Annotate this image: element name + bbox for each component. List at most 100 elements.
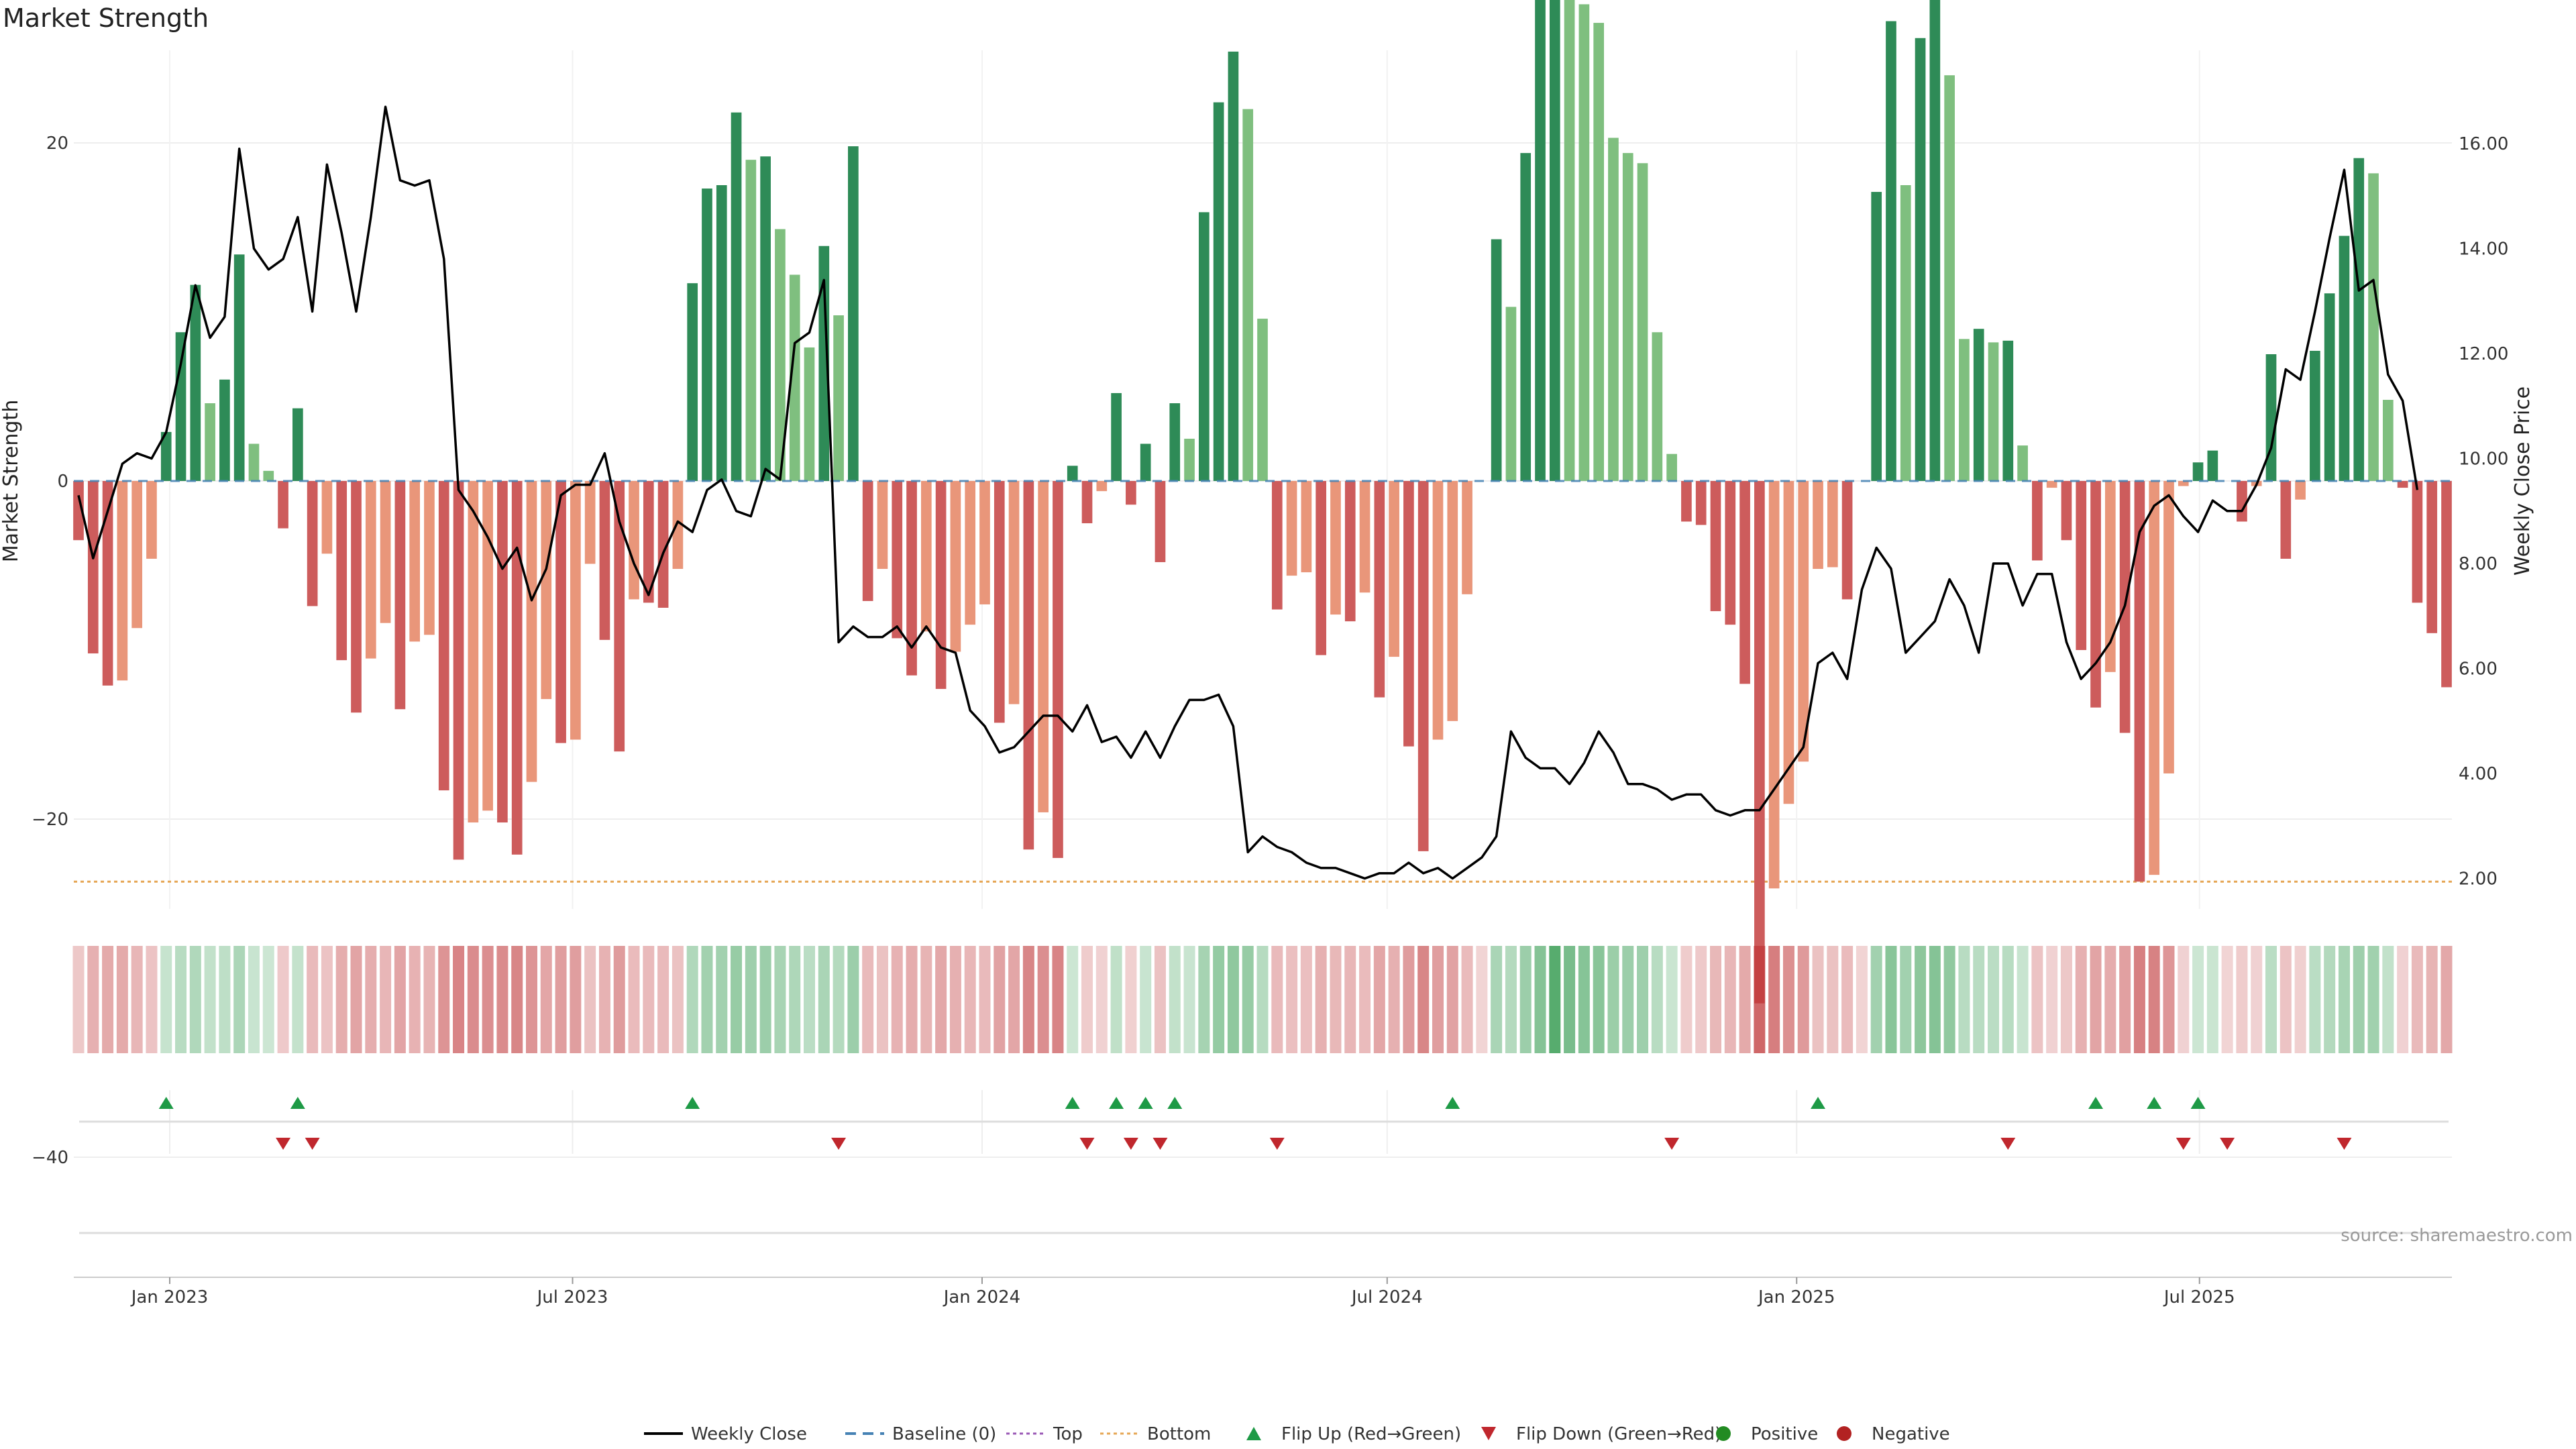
heat-cell [2265, 946, 2277, 1053]
heat-cell [423, 946, 435, 1053]
heat-cell [935, 946, 947, 1053]
heat-cell [701, 946, 713, 1053]
strength-bar [424, 481, 435, 635]
heat-cell [1183, 946, 1195, 1053]
flip-up-marker [1138, 1097, 1153, 1109]
heat-cell [2104, 946, 2116, 1053]
strength-bar [2237, 481, 2247, 522]
strength-bar [1754, 481, 1765, 1004]
flip-down-marker [305, 1138, 320, 1150]
heat-cell [438, 946, 450, 1053]
flip-down-marker [2000, 1138, 2016, 1150]
strength-bar [775, 229, 786, 481]
heat-cell [2031, 946, 2043, 1053]
strength-bar [1944, 75, 1955, 481]
strength-bar [497, 481, 508, 823]
heat-cell [1768, 946, 1780, 1053]
heat-cell [1169, 946, 1181, 1053]
heat-cell [1256, 946, 1269, 1053]
flip-down-marker [831, 1138, 847, 1150]
legend-triangle-down-icon [1481, 1427, 1496, 1440]
heat-cell [204, 946, 216, 1053]
heat-cell [1461, 946, 1473, 1053]
heat-cell [789, 946, 801, 1053]
heat-cell [146, 946, 158, 1053]
strength-bar [2295, 481, 2306, 500]
heat-cell [2279, 946, 2292, 1053]
heat-cell [657, 946, 669, 1053]
strength-bar [2149, 481, 2160, 875]
strength-bar [1301, 481, 1312, 573]
heat-cell [1476, 946, 1488, 1053]
strength-bar [1008, 481, 1020, 704]
strength-bar [1447, 481, 1458, 721]
strength-bar [818, 246, 830, 481]
flip-up-marker [2088, 1097, 2104, 1109]
strength-bar [1813, 481, 1823, 570]
heat-cell [1812, 946, 1824, 1053]
x-tick-label: Jan 2024 [943, 1287, 1021, 1307]
strength-bar [394, 481, 406, 710]
strength-bar [2353, 158, 2365, 481]
heat-cell [525, 946, 537, 1053]
heat-cell [1286, 946, 1298, 1053]
strength-heat-strip [72, 946, 2453, 1053]
heat-cell [1929, 946, 1941, 1053]
strength-bar [1081, 481, 1093, 523]
heat-cell [1330, 946, 1342, 1053]
strength-bar [1053, 481, 1063, 858]
right-axis-label: Weekly Close Price [2511, 386, 2534, 576]
strength-bar [2324, 293, 2335, 481]
strength-bar [1316, 481, 1327, 655]
heat-cell [1988, 946, 2000, 1053]
legend-label: Baseline (0) [892, 1424, 996, 1444]
heat-cell [248, 946, 260, 1053]
strength-bar [233, 254, 245, 481]
x-tick-label: Jul 2024 [1350, 1287, 1423, 1307]
strength-bar [979, 481, 990, 604]
strength-bar [833, 315, 844, 481]
strength-bar [1900, 185, 1911, 481]
heat-cell [1140, 946, 1152, 1053]
strength-bar [643, 481, 654, 603]
heat-cell [1052, 946, 1064, 1053]
strength-bar [1432, 481, 1444, 740]
legend-circle-icon [1837, 1426, 1851, 1441]
heat-cell [1081, 946, 1093, 1053]
strength-bar [599, 481, 610, 640]
heat-cell [1915, 946, 1927, 1053]
strength-bar [2090, 481, 2101, 708]
heat-cell [906, 946, 918, 1053]
strength-bar [205, 403, 215, 481]
legend-triangle-up-icon [1246, 1427, 1261, 1440]
strength-bar [1695, 481, 1707, 525]
heat-cell [160, 946, 172, 1053]
flip-up-marker [685, 1097, 700, 1109]
legend-item: Flip Up (Red→Green) [1246, 1424, 1461, 1444]
strength-bar [2426, 481, 2438, 633]
strength-bar [2310, 350, 2320, 481]
strength-bar [541, 481, 552, 700]
strength-bar [1257, 319, 1268, 481]
heat-cell [920, 946, 932, 1053]
strength-bar [862, 481, 873, 601]
heat-cell [175, 946, 187, 1053]
right-tick-label: 6.00 [2459, 659, 2498, 680]
heat-cell [759, 946, 771, 1053]
strength-bar [146, 481, 157, 559]
legend-label: Flip Down (Green→Red) [1516, 1424, 1721, 1444]
heat-cell [1432, 946, 1444, 1053]
heat-cell [1227, 946, 1239, 1053]
heat-cell [1739, 946, 1751, 1053]
heat-cell [116, 946, 128, 1053]
right-tick-label: 12.00 [2459, 344, 2508, 364]
strength-bar [1652, 332, 1663, 481]
strength-bar [278, 481, 288, 529]
flip-down-marker [2220, 1138, 2235, 1150]
left-tick-label: 20 [46, 133, 68, 154]
heat-cell [307, 946, 319, 1053]
heat-cell [1534, 946, 1546, 1053]
heat-cell [482, 946, 494, 1053]
strength-bar [1520, 153, 1532, 481]
strength-bar [1973, 329, 1984, 481]
